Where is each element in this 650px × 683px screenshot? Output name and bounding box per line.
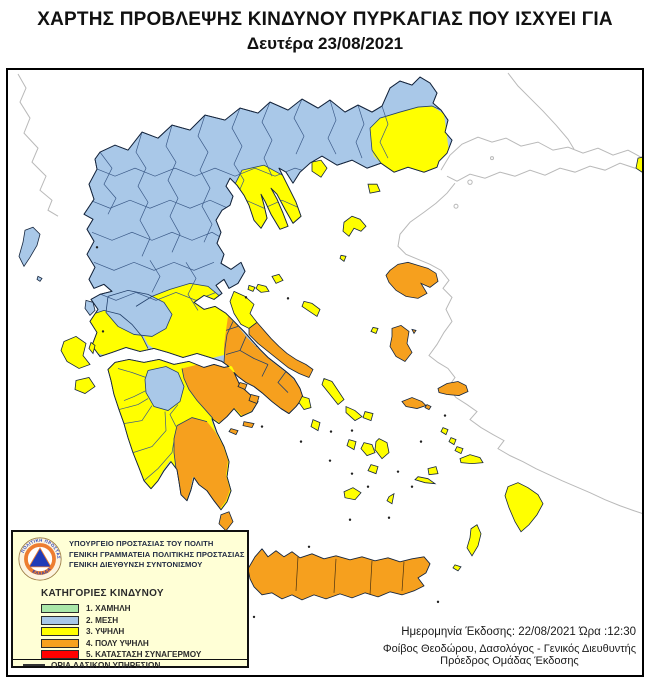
risk-swatch-high — [41, 627, 79, 636]
evia-island — [229, 290, 314, 378]
legend-items: 1. ΧΑΜΗΛΗ 2. ΜΕΣΗ 3. ΥΨΗΛΗ 4. ΠΟΛΥ ΥΨΗΛΗ… — [41, 603, 201, 661]
region-lefkada — [84, 299, 96, 317]
albania-coastline — [17, 73, 59, 217]
region-thasos — [311, 159, 328, 178]
region-skyros — [301, 300, 321, 318]
issue-info: Ημερομηνία Έκδοσης: 22/08/2021 Ώρα :12:3… — [383, 626, 636, 667]
region-psara — [370, 326, 379, 334]
region-samos — [437, 381, 469, 396]
islet-specks — [95, 246, 447, 619]
region-kythira — [218, 511, 234, 532]
region-corfu — [18, 226, 41, 268]
issuer-name-line: Φοίβος Θεοδώρου, Δασολόγος - Γενικός Διε… — [382, 643, 636, 655]
agency-line-3: ΓΕΝΙΚΗ ΔΙΕΥΘΥΝΣΗ ΣΥΝΤΟΝΙΣΜΟΥ — [69, 560, 203, 569]
anatolia-coastline — [397, 182, 642, 514]
boundary-line-symbol — [23, 664, 45, 666]
legend-item-alert: 5. ΚΑΤΑΣΤΑΣΗ ΣΥΝΑΓΕΡΜΟΥ — [41, 649, 201, 660]
risk-swatch-low — [41, 604, 79, 613]
crete-island — [247, 548, 431, 601]
crete-prefecture-lines — [295, 556, 405, 595]
islands-very-high — [218, 261, 469, 532]
risk-swatch-medium — [41, 615, 79, 625]
region-samothrace — [367, 183, 381, 194]
agency-line-2: ΓΕΝΙΚΗ ΓΡΑΜΜΑΤΕΙΑ ΠΟΛΙΤΙΚΗΣ ΠΡΟΣΤΑΣΙΑΣ — [69, 549, 245, 559]
legend-item-high: 3. ΥΨΗΛΗ — [41, 626, 201, 637]
legend-item-label: 2. ΜΕΣΗ — [86, 615, 119, 625]
region-cyclades — [298, 377, 437, 505]
legend-item-very-high: 4. ΠΟΛΥ ΥΨΗΛΗ — [41, 638, 201, 649]
zone-laconia — [174, 417, 230, 509]
zone-evros — [370, 106, 449, 173]
region-ithaca — [88, 341, 96, 355]
agency-line-1: ΥΠΟΥΡΓΕΙΟ ΠΡΟΣΤΑΣΙΑΣ ΤΟΥ ΠΟΛΙΤΗ — [69, 539, 214, 548]
svg-text:ΕΛΛΑΔΑ: ΕΛΛΑΔΑ — [31, 566, 52, 576]
title-bar: ΧΑΡΤΗΣ ΠΡΟΒΛΕΨΗΣ ΚΙΝΔΥΝΟΥ ΠΥΡΚΑΓΙΑΣ ΠΟΥ … — [0, 0, 650, 68]
agency-lines: ΥΠΟΥΡΓΕΙΟ ΠΡΟΣΤΑΣΙΑΣ ΤΟΥ ΠΟΛΙΤΗ ΓΕΝΙΚΗ Γ… — [69, 539, 247, 571]
zone-aetolia — [86, 310, 148, 359]
ionian-islands-medium — [18, 226, 96, 317]
legend-box: ΠΟΛΙΤΙΚΗ ΠΡΟΣΤΑΣΙΑ ΕΛΛΑΔΑ ΥΠΟΥΡΓΕΙΟ ΠΡΟΣ… — [11, 530, 249, 670]
boundary-note-label: ΟΡΙΑ ΔΑΣΙΚΩΝ ΥΠΗΡΕΣΙΩΝ — [51, 660, 161, 670]
legend-categories-title: ΚΑΤΗΓΟΡΙΕΣ ΚΙΝΔΥΝΟΥ — [41, 588, 164, 599]
region-oinousses — [411, 328, 417, 335]
page-subtitle-date: Δευτέρα 23/08/2021 — [246, 34, 404, 53]
zone-corinthia-argolida — [182, 362, 258, 423]
turkish-thrace-outline — [440, 136, 642, 182]
region-zakynthos — [74, 377, 96, 394]
legend-item-label: 3. ΥΨΗΛΗ — [86, 627, 125, 636]
region-sporades — [247, 273, 284, 293]
region-ne-island — [635, 156, 642, 173]
region-limnos — [342, 215, 367, 237]
region-chios — [389, 324, 413, 362]
region-agios-efstratios — [339, 254, 347, 262]
zone-arcadia — [145, 366, 184, 411]
turkey-north-border — [507, 72, 575, 150]
region-paxoi — [36, 275, 43, 282]
risk-swatch-alert — [41, 650, 79, 659]
region-dodecanese — [427, 427, 544, 572]
forest-boundary-note: ΟΡΙΑ ΔΑΣΙΚΩΝ ΥΠΗΡΕΣΙΩΝ — [23, 660, 161, 670]
legend-item-label: 5. ΚΑΤΑΣΤΑΣΗ ΣΥΝΑΓΕΡΜΟΥ — [86, 650, 202, 659]
neighbor-coastlines — [17, 72, 642, 514]
region-lesbos — [385, 261, 439, 299]
region-evia-south — [248, 322, 314, 378]
greece-risk-map — [17, 72, 642, 619]
region-ikaria — [401, 397, 427, 409]
logo-text-bottom: ΕΛΛΑΔΑ — [31, 566, 51, 576]
map-frame: ΠΟΛΙΤΙΚΗ ΠΡΟΣΤΑΣΙΑ ΕΛΛΑΔΑ ΥΠΟΥΡΓΕΙΟ ΠΡΟΣ… — [6, 68, 644, 677]
region-kefalonia — [60, 335, 91, 369]
page-title: ΧΑΡΤΗΣ ΠΡΟΒΛΕΨΗΣ ΚΙΝΔΥΝΟΥ ΠΥΡΚΑΓΙΑΣ ΠΟΥ … — [37, 9, 613, 30]
legend-item-label: 4. ΠΟΛΥ ΥΨΗΛΗ — [86, 638, 149, 648]
mainland-coast-stroke — [83, 76, 453, 511]
issue-date-line: Ημερομηνία Έκδοσης: 22/08/2021 Ώρα :12:3… — [401, 626, 636, 638]
logo-triangle — [28, 547, 52, 568]
issuer-role-line: Πρόεδρος Ομάδας Έκδοσης — [440, 655, 579, 667]
legend-item-low: 1. ΧΑΜΗΛΗ — [41, 603, 201, 614]
region-crete — [247, 548, 431, 601]
legend-item-medium: 2. ΜΕΣΗ — [41, 615, 201, 626]
legend-item-label: 1. ΧΑΜΗΛΗ — [86, 604, 131, 613]
region-saronic-islands — [228, 382, 260, 436]
risk-swatch-very-high — [41, 638, 79, 648]
legend-separator — [13, 659, 247, 660]
zone-evrytania — [106, 290, 172, 337]
region-fourni — [424, 404, 432, 411]
islands-high — [60, 156, 642, 572]
civil-protection-logo: ΠΟΛΙΤΙΚΗ ΠΡΟΣΤΑΣΙΑ ΕΛΛΑΔΑ — [18, 537, 62, 581]
